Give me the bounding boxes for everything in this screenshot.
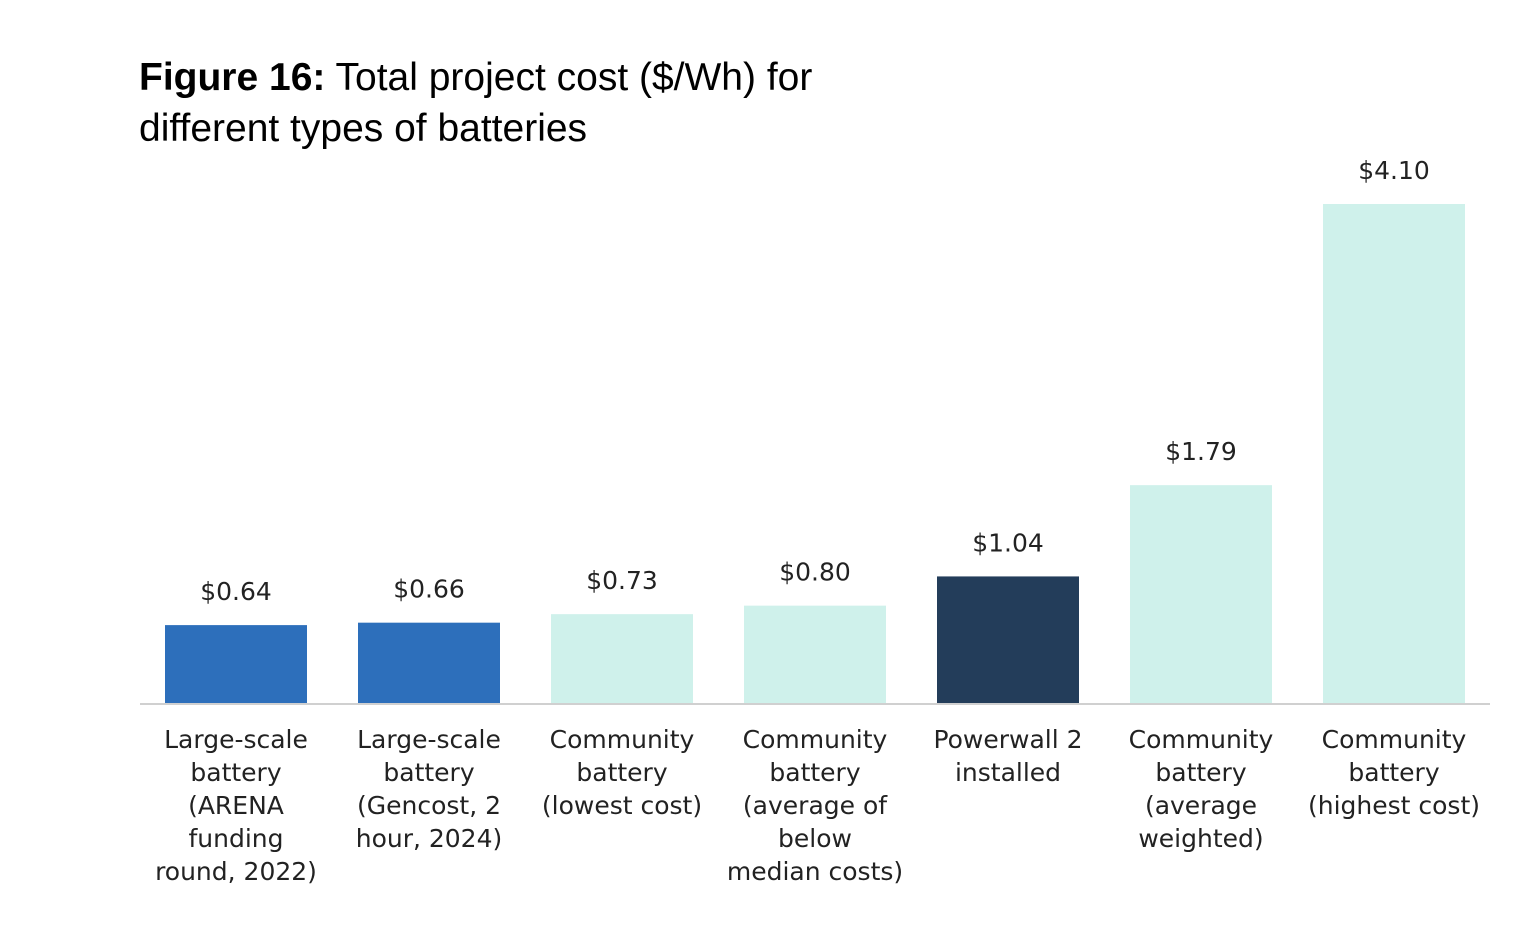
value-label-7: $4.10 xyxy=(1358,156,1430,185)
category-label-3: Community battery (lowest cost) xyxy=(542,725,702,820)
category-label-line: Community xyxy=(1129,725,1274,754)
category-label-6: Community battery (average weighted) xyxy=(1129,725,1274,853)
category-label-1: Large-scale battery (ARENA funding round, 20… xyxy=(155,725,317,886)
bar-7 xyxy=(1323,204,1465,703)
bars-group xyxy=(165,204,1465,703)
value-label-2: $0.66 xyxy=(393,575,465,604)
category-label-line: Community xyxy=(550,725,695,754)
category-label-line: battery xyxy=(1348,758,1439,787)
category-label-5: Powerwall 2 installed xyxy=(933,725,1082,787)
category-label-line: funding xyxy=(188,824,283,853)
category-label-line: (average of xyxy=(743,791,888,820)
figure-title-text: Total project cost ($/Wh) for different … xyxy=(139,56,813,150)
value-label-4: $0.80 xyxy=(779,558,851,587)
value-label-1: $0.64 xyxy=(200,577,272,606)
category-label-2: Large-scale battery (Gencost, 2 hour, 2024) xyxy=(356,725,503,853)
category-label-line: (ARENA xyxy=(188,791,284,820)
figure-number: Figure 16: xyxy=(139,56,326,99)
bar-1 xyxy=(165,625,307,703)
bar-5 xyxy=(937,576,1079,703)
value-labels-group: $0.64 $0.66 $0.73 $0.80 $1.04 $1.79 $4.10 xyxy=(200,156,1430,606)
category-label-line: Powerwall 2 xyxy=(933,725,1082,754)
category-label-line: Large-scale xyxy=(164,725,308,754)
category-label-line: below xyxy=(778,824,852,853)
category-label-line: (lowest cost) xyxy=(542,791,702,820)
category-label-line: Community xyxy=(1322,725,1467,754)
category-label-line: hour, 2024) xyxy=(356,824,503,853)
category-labels-group: Large-scale battery (ARENA funding round, 20… xyxy=(155,725,1480,886)
category-label-line: (highest cost) xyxy=(1308,791,1480,820)
category-label-line: median costs) xyxy=(727,857,903,886)
category-label-line: (Gencost, 2 xyxy=(357,791,501,820)
bar-6 xyxy=(1130,485,1272,703)
category-label-line: installed xyxy=(955,758,1061,787)
value-label-3: $0.73 xyxy=(586,566,658,595)
value-label-5: $1.04 xyxy=(972,528,1044,557)
bar-2 xyxy=(358,622,500,703)
bar-3 xyxy=(551,614,693,703)
bar-4 xyxy=(744,605,886,703)
figure-title: Figure 16: Total project cost ($/Wh) for… xyxy=(139,52,959,154)
category-label-line: battery xyxy=(576,758,667,787)
category-label-7: Community battery (highest cost) xyxy=(1308,725,1480,820)
category-label-line: battery xyxy=(1155,758,1246,787)
category-label-line: Large-scale xyxy=(357,725,501,754)
value-label-6: $1.79 xyxy=(1165,437,1237,466)
category-label-line: battery xyxy=(383,758,474,787)
category-label-line: battery xyxy=(769,758,860,787)
category-label-line: weighted) xyxy=(1138,824,1263,853)
category-label-line: (average xyxy=(1145,791,1257,820)
category-label-line: Community xyxy=(743,725,888,754)
category-label-line: battery xyxy=(190,758,281,787)
category-label-line: round, 2022) xyxy=(155,857,317,886)
category-label-4: Community battery (average of below median c… xyxy=(727,725,903,886)
